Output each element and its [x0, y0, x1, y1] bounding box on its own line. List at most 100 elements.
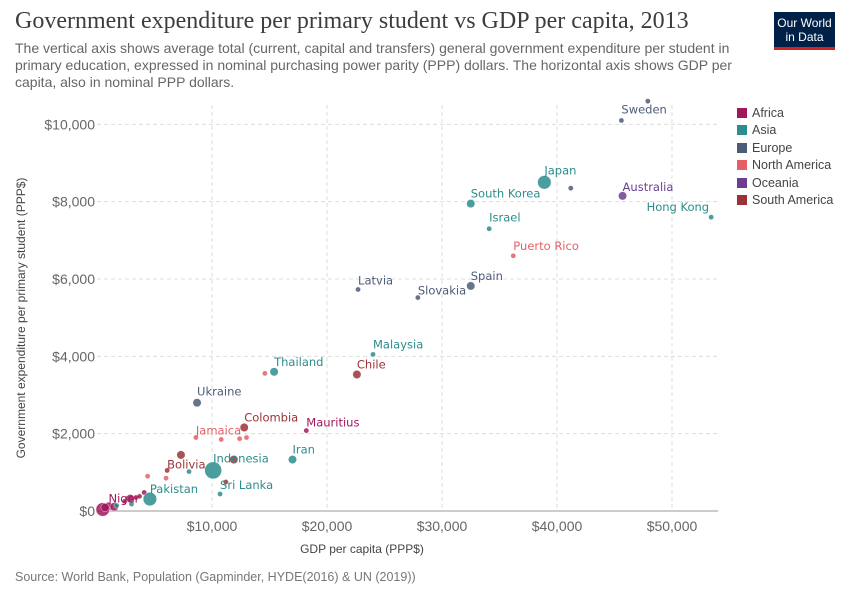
data-point-malaysia[interactable]	[370, 351, 376, 358]
legend-item-europe[interactable]: Europe	[737, 139, 833, 157]
data-point-indonesia[interactable]	[204, 461, 222, 480]
point-label-chile: Chile	[357, 358, 386, 372]
source-note: Source: World Bank, Population (Gapminde…	[15, 570, 416, 584]
point-label-niger: Niger	[109, 491, 140, 505]
logo-accent-bar	[774, 47, 835, 50]
legend-item-africa[interactable]: Africa	[737, 104, 833, 122]
legend-label: North America	[752, 158, 832, 173]
data-point-israel[interactable]	[486, 225, 492, 232]
y-tick-label: $10,000	[44, 116, 95, 132]
data-point-ukraine[interactable]	[192, 398, 202, 408]
axis-layer: $0 $2,000 $4,000 $6,000 $8,000 $10,000 $10,000…	[44, 116, 718, 534]
point-label-pakistan: Pakistan	[150, 482, 198, 496]
data-point-north-america[interactable]	[236, 435, 243, 442]
data-point-asia[interactable]	[128, 501, 135, 507]
point-label-slovakia: Slovakia	[418, 284, 466, 298]
data-point-north-america[interactable]	[218, 436, 224, 443]
point-label-puerto-rico: Puerto Rico	[513, 239, 579, 253]
point-label-thailand: Thailand	[273, 355, 323, 369]
y-tick-label: $2,000	[52, 426, 95, 442]
legend-item-south-america[interactable]: South America	[737, 192, 833, 210]
data-point-colombia[interactable]	[239, 423, 249, 432]
point-label-colombia: Colombia	[244, 410, 298, 424]
x-tick-label: $50,000	[647, 518, 698, 534]
x-tick-label: $40,000	[532, 518, 583, 534]
point-label-jamaica: Jamaica	[195, 424, 241, 438]
data-point-south-america[interactable]	[229, 455, 239, 464]
data-point-bolivia[interactable]	[164, 467, 170, 474]
data-point-puerto-rico[interactable]	[510, 252, 517, 259]
y-tick-label: $0	[79, 503, 95, 519]
legend-item-asia[interactable]: Asia	[737, 122, 833, 140]
legend: Africa Asia Europe North America Oceania Sout…	[737, 104, 833, 209]
point-label-indonesia: Indonesia	[213, 451, 269, 465]
data-point-south-korea[interactable]	[466, 199, 476, 209]
data-point-australia[interactable]	[618, 191, 627, 201]
point-label-sri-lanka: Sri Lanka	[220, 478, 273, 492]
data-point-latvia[interactable]	[355, 286, 361, 293]
y-tick-label: $4,000	[52, 348, 95, 364]
data-point-asia[interactable]	[113, 502, 120, 509]
y-tick-label: $6,000	[52, 271, 95, 287]
point-label-iran: Iran	[293, 443, 315, 457]
data-point-spain[interactable]	[466, 281, 476, 291]
legend-label: Africa	[752, 105, 784, 120]
data-point-asia[interactable]	[186, 468, 192, 475]
data-point-south-america[interactable]	[222, 479, 229, 485]
legend-swatch	[737, 160, 747, 171]
data-point-sweden[interactable]	[618, 117, 625, 124]
point-label-japan: Japan	[543, 163, 576, 177]
point-label-latvia: Latvia	[358, 273, 393, 287]
legend-swatch	[737, 177, 747, 188]
data-point-north-america[interactable]	[262, 370, 268, 377]
legend-item-oceania[interactable]: Oceania	[737, 174, 833, 192]
logo-line-2: in Data	[785, 30, 824, 44]
legend-label: Oceania	[752, 175, 799, 190]
x-tick-label: $20,000	[302, 518, 353, 534]
point-label-mauritius: Mauritius	[306, 416, 359, 430]
chart-title: Government expenditure per primary stude…	[15, 8, 689, 34]
point-label-spain: Spain	[471, 269, 503, 283]
x-axis-title: GDP per capita (PPP$)	[300, 542, 424, 556]
data-point-thailand[interactable]	[269, 367, 279, 377]
point-label-south-korea: South Korea	[471, 187, 541, 201]
y-tick-label: $8,000	[52, 194, 95, 210]
chart-subtitle: The vertical axis shows average total (c…	[15, 40, 732, 90]
legend-item-north-america[interactable]: North America	[737, 157, 833, 175]
data-point-south-america[interactable]	[136, 493, 143, 500]
data-point-north-america[interactable]	[163, 475, 169, 481]
x-tick-label: $10,000	[187, 518, 238, 534]
y-axis-title: Government expenditure per primary stude…	[14, 178, 28, 459]
data-point-jamaica[interactable]	[193, 434, 199, 441]
point-label-malaysia: Malaysia	[373, 337, 423, 351]
legend-swatch	[737, 107, 747, 118]
data-point-north-america[interactable]	[144, 473, 151, 480]
legend-swatch	[737, 125, 747, 136]
point-label-ukraine: Ukraine	[197, 385, 241, 399]
data-point-iran[interactable]	[288, 455, 297, 464]
data-point-hong-kong[interactable]	[708, 214, 714, 220]
data-point-north-america[interactable]	[243, 434, 250, 441]
data-point-sri-lanka[interactable]	[217, 491, 223, 497]
point-label-sweden: Sweden	[621, 102, 666, 116]
data-point-chile[interactable]	[352, 370, 362, 379]
point-label-bolivia: Bolivia	[167, 457, 205, 471]
data-point-europe[interactable]	[645, 98, 651, 104]
data-point-europe[interactable]	[568, 185, 574, 191]
legend-label: Asia	[752, 123, 777, 138]
grid-layer	[97, 105, 718, 512]
legend-label: Europe	[752, 140, 793, 155]
point-label-hong-kong: Hong Kong	[647, 200, 710, 214]
owid-logo[interactable]: Our World in Data	[774, 12, 835, 50]
data-point-pakistan[interactable]	[142, 492, 157, 507]
data-point-slovakia[interactable]	[415, 294, 421, 301]
point-label-australia: Australia	[623, 180, 674, 194]
legend-label: South America	[752, 193, 834, 208]
data-point-africa[interactable]	[100, 503, 110, 512]
data-point-japan[interactable]	[537, 175, 552, 190]
logo-line-1: Our World	[777, 16, 832, 30]
data-point-south-america[interactable]	[176, 450, 186, 460]
data-point-mauritius[interactable]	[303, 427, 310, 434]
